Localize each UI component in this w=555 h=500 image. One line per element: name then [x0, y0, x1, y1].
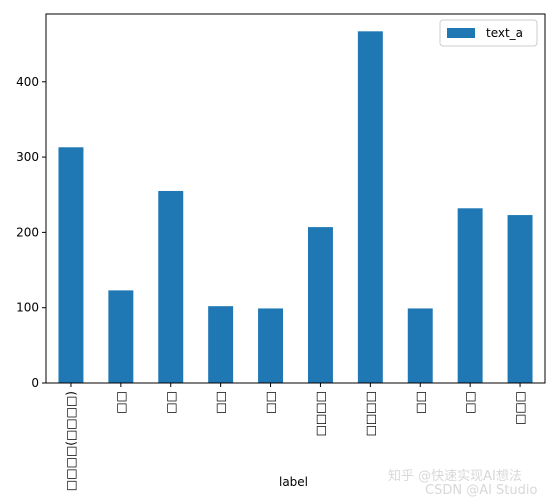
bars-group [58, 31, 533, 384]
x-tick-label-7: □□ [413, 391, 427, 414]
bar-7 [407, 308, 433, 383]
bar-0 [58, 147, 84, 383]
y-tick-label-2: 200 [16, 225, 39, 239]
x-tick-label-9: □□□ [513, 391, 527, 425]
x-axis-title: label [279, 475, 308, 489]
bar-4 [258, 308, 284, 383]
legend-label-text-a: text_a [486, 26, 523, 40]
legend: text_a [439, 19, 538, 47]
y-axis-ticks: 0 100 200 300 400 [16, 75, 46, 390]
x-tick-label-0: □□□□(□□□□) [64, 391, 78, 491]
bar-2 [158, 190, 184, 383]
y-tick-label-3: 300 [16, 150, 39, 164]
x-tick-label-8: □□ [463, 391, 477, 414]
plot-frame [45, 13, 546, 384]
bar-5 [307, 227, 333, 383]
y-tick-label-0: 0 [31, 376, 39, 390]
x-axis-ticks: □□□□(□□□□) □□ □□ □□ □□ □□□□ □□□□ □□ □□ □□□ [64, 383, 527, 491]
legend-swatch-text-a [447, 28, 475, 38]
watermark-zhihu: 知乎 @快速实现AI想法 [388, 468, 522, 484]
y-tick-label-1: 100 [16, 301, 39, 315]
legend-box [439, 19, 538, 47]
bar-9 [507, 215, 533, 383]
x-tick-label-2: □□ [164, 391, 178, 414]
x-tick-label-6: □□□□ [363, 391, 377, 436]
watermark-csdn: CSDN @AI Studio [425, 483, 538, 498]
x-tick-label-4: □□ [264, 391, 278, 414]
bar-8 [457, 208, 483, 383]
bar-3 [208, 306, 234, 383]
x-tick-label-1: □□ [114, 391, 128, 414]
bar-1 [108, 290, 134, 383]
y-tick-label-4: 400 [16, 75, 39, 89]
x-tick-label-5: □□□□ [313, 391, 327, 436]
bar-6 [357, 31, 383, 384]
x-tick-label-3: □□ [214, 391, 228, 414]
